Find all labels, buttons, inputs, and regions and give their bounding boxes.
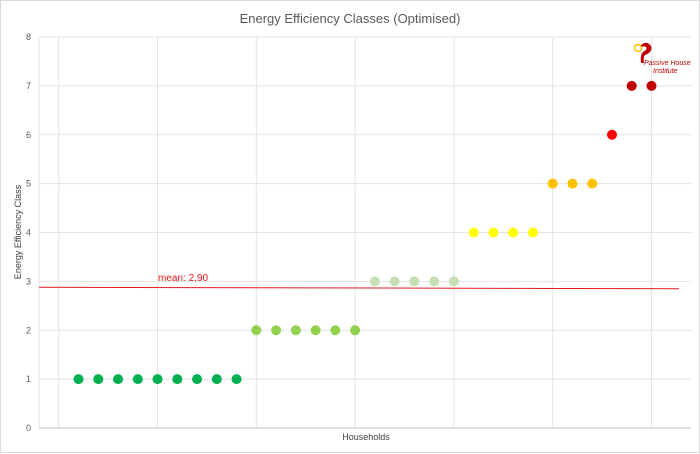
data-point: [626, 80, 637, 91]
mean-layer: mean: 2.90: [38, 273, 680, 290]
y-tick-labels: 0 1 2 3 4 5 6 7 8: [26, 32, 31, 433]
data-point: [369, 276, 380, 287]
data-point: [389, 276, 400, 287]
mean-line: [38, 286, 680, 290]
data-points: [73, 80, 657, 385]
data-point: [567, 178, 578, 189]
data-point: [93, 374, 104, 385]
data-point: [409, 276, 420, 287]
y-axis-title: Energy Efficiency Class: [13, 184, 23, 279]
logo-mark-icon: [640, 42, 652, 63]
data-point: [429, 276, 440, 287]
data-point: [527, 227, 538, 238]
logo-text-line1: Passive House: [644, 60, 691, 67]
data-point: [192, 374, 203, 385]
data-point: [310, 325, 321, 336]
y-tick-label: 6: [26, 130, 31, 140]
y-tick-label: 3: [26, 276, 31, 286]
y-tick-label: 8: [26, 32, 31, 42]
data-point: [231, 374, 242, 385]
data-point: [330, 325, 341, 336]
data-point: [606, 129, 617, 140]
data-point: [290, 325, 301, 336]
chart-title: Energy Efficiency Classes (Optimised): [240, 11, 461, 26]
y-tick-label: 0: [26, 423, 31, 433]
data-point: [172, 374, 183, 385]
y-tick-label: 2: [26, 325, 31, 335]
data-point: [646, 80, 657, 91]
data-point: [587, 178, 598, 189]
data-point: [73, 374, 84, 385]
data-point: [113, 374, 124, 385]
mean-label: mean: 2.90: [158, 273, 208, 284]
passive-house-institute-logo: Passive House Institute: [633, 42, 691, 75]
data-point: [271, 325, 282, 336]
y-tick-label: 4: [26, 228, 31, 238]
y-tick-label: 5: [26, 179, 31, 189]
data-point: [251, 325, 262, 336]
data-point: [508, 227, 519, 238]
grid-layer: [38, 36, 691, 429]
data-point: [152, 374, 163, 385]
data-point: [468, 227, 479, 238]
y-tick-label: 1: [26, 374, 31, 384]
data-point: [547, 178, 558, 189]
data-point: [448, 276, 459, 287]
logo-text-line2: Institute: [653, 68, 678, 75]
x-axis-title: Households: [342, 432, 390, 442]
data-point: [488, 227, 499, 238]
y-tick-label: 7: [26, 81, 31, 91]
data-point: [211, 374, 222, 385]
logo-sun-icon: [633, 43, 643, 53]
data-point: [132, 374, 143, 385]
data-point: [350, 325, 361, 336]
